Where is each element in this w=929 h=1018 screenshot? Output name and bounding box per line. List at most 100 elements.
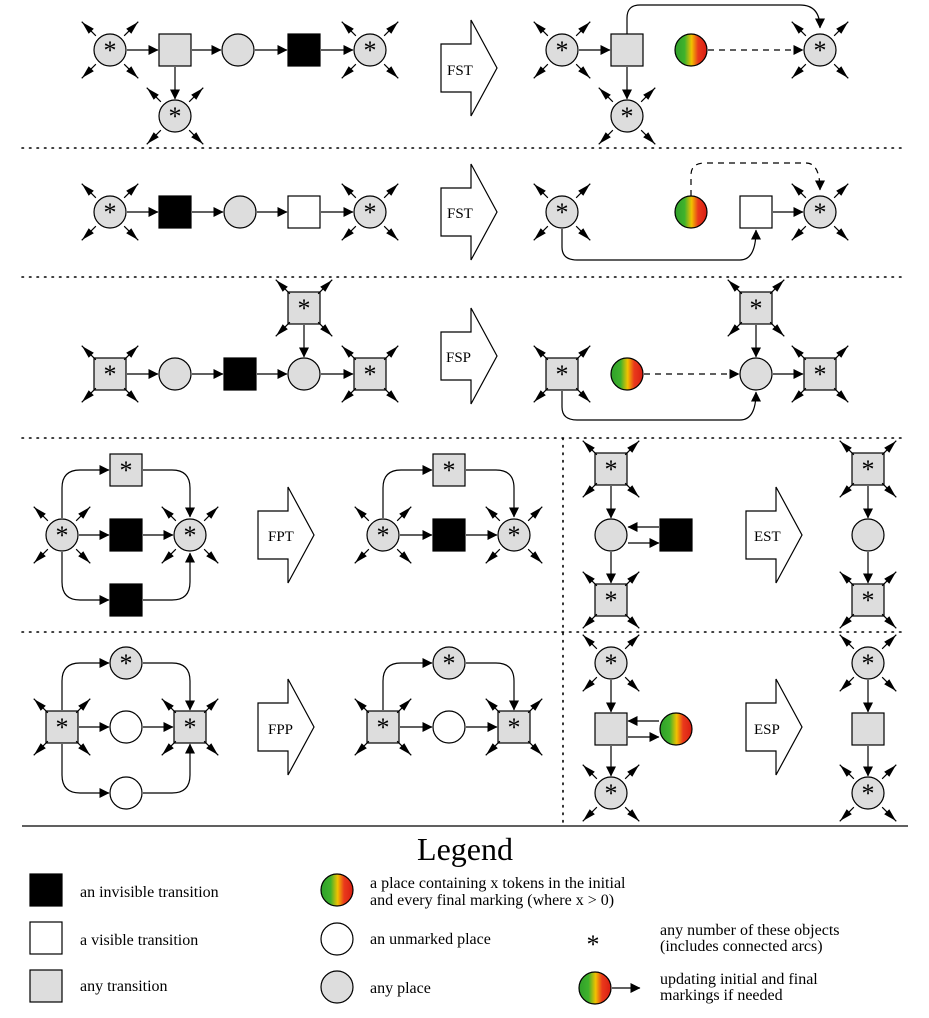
legend-any-place-symbol <box>320 970 354 1004</box>
stub-arrowhead <box>792 66 804 78</box>
stub-arrowhead <box>191 132 203 144</box>
arc <box>143 743 195 794</box>
place <box>739 357 773 391</box>
stub-arrowhead <box>840 616 852 628</box>
arc <box>61 744 110 798</box>
stub-arrowhead <box>836 346 848 358</box>
stub-arrowhead <box>399 507 411 519</box>
arc <box>382 658 433 710</box>
rule-arrow-fst-2 <box>440 163 498 261</box>
place <box>432 646 466 680</box>
arc <box>561 391 761 421</box>
stub-arrowhead <box>82 228 94 240</box>
place <box>158 357 192 391</box>
stub-arrowhead <box>578 346 590 358</box>
stub-arrowhead <box>627 679 639 691</box>
stub-arrowhead <box>78 699 90 711</box>
arc <box>143 552 195 601</box>
transition <box>158 33 192 67</box>
place <box>93 33 127 67</box>
stub-arrowhead <box>191 88 203 100</box>
transition <box>287 291 321 325</box>
transition <box>659 518 693 552</box>
stub-arrowhead <box>162 699 174 711</box>
stub-arrowhead <box>126 184 138 196</box>
transition <box>594 452 628 486</box>
transition <box>223 357 257 391</box>
transition <box>432 453 466 487</box>
place <box>158 99 192 133</box>
stub-arrowhead <box>840 441 852 453</box>
place <box>851 646 885 680</box>
stub-arrowhead <box>530 743 542 755</box>
stub-arrowhead <box>578 66 590 78</box>
stub-arrowhead <box>320 280 332 292</box>
arc <box>466 469 519 518</box>
node-star-symbol: * <box>750 294 763 323</box>
stub-arrowhead <box>126 22 138 34</box>
stub-arrowhead <box>884 765 896 777</box>
stub-arrowhead <box>627 441 639 453</box>
stub-arrowhead <box>627 572 639 584</box>
node-star-symbol: * <box>556 36 569 65</box>
stub-arrowhead <box>530 699 542 711</box>
stub-arrowhead <box>534 390 546 402</box>
transition <box>803 357 837 391</box>
stub-arrowhead <box>884 635 896 647</box>
stub-arrowhead <box>78 551 90 563</box>
stub-arrowhead <box>772 280 784 292</box>
stub-arrowhead <box>78 507 90 519</box>
stub-arrowhead <box>530 551 542 563</box>
stub-arrowhead <box>162 743 174 755</box>
stub-arrowhead <box>342 390 354 402</box>
stub-arrowhead <box>534 66 546 78</box>
stub-arrowhead <box>627 765 639 777</box>
stub-arrowhead <box>840 765 852 777</box>
node-star-symbol: * <box>508 521 521 550</box>
stub-arrowhead <box>792 184 804 196</box>
stub-arrowhead <box>206 743 218 755</box>
node-star-symbol: * <box>120 456 133 485</box>
stub-arrowhead <box>486 551 498 563</box>
stub-arrowhead <box>82 184 94 196</box>
rule-arrow-fpt <box>257 486 315 584</box>
node-star-symbol: * <box>184 521 197 550</box>
stub-arrowhead <box>34 699 46 711</box>
stub-arrowhead <box>792 346 804 358</box>
place <box>594 646 628 680</box>
transition <box>109 583 143 617</box>
rule-label-est: EST <box>754 529 781 545</box>
stub-arrowhead <box>534 22 546 34</box>
place <box>221 33 255 67</box>
stub-arrowhead <box>342 346 354 358</box>
legend-title: Legend <box>417 831 513 867</box>
node-star-symbol: * <box>556 360 569 389</box>
transition <box>109 518 143 552</box>
transition <box>366 710 400 744</box>
place <box>45 518 79 552</box>
stub-arrowhead <box>836 22 848 34</box>
transition <box>594 583 628 617</box>
stub-arrowhead <box>583 616 595 628</box>
transition <box>851 712 885 746</box>
stub-arrowhead <box>583 809 595 821</box>
node-star-symbol: * <box>605 455 618 484</box>
node-star-symbol: * <box>56 521 69 550</box>
node-star-symbol: * <box>104 36 117 65</box>
stub-arrowhead <box>386 22 398 34</box>
legend-any-number-text-1: any number of these objects <box>660 922 840 939</box>
rule-arrow-fpp <box>257 678 315 776</box>
transition <box>173 710 207 744</box>
stub-arrowhead <box>627 809 639 821</box>
node-star-symbol: * <box>120 649 133 678</box>
stub-arrowhead <box>342 66 354 78</box>
node-star-symbol: * <box>104 360 117 389</box>
transition <box>594 712 628 746</box>
stub-arrowhead <box>534 184 546 196</box>
stub-arrowhead <box>840 679 852 691</box>
legend-marked-place-text-1: a place containing x tokens in the initi… <box>370 875 626 892</box>
place <box>545 195 579 229</box>
stub-arrowhead <box>399 551 411 563</box>
token-place-fsp <box>610 357 644 391</box>
node-star-symbol: * <box>56 713 69 742</box>
